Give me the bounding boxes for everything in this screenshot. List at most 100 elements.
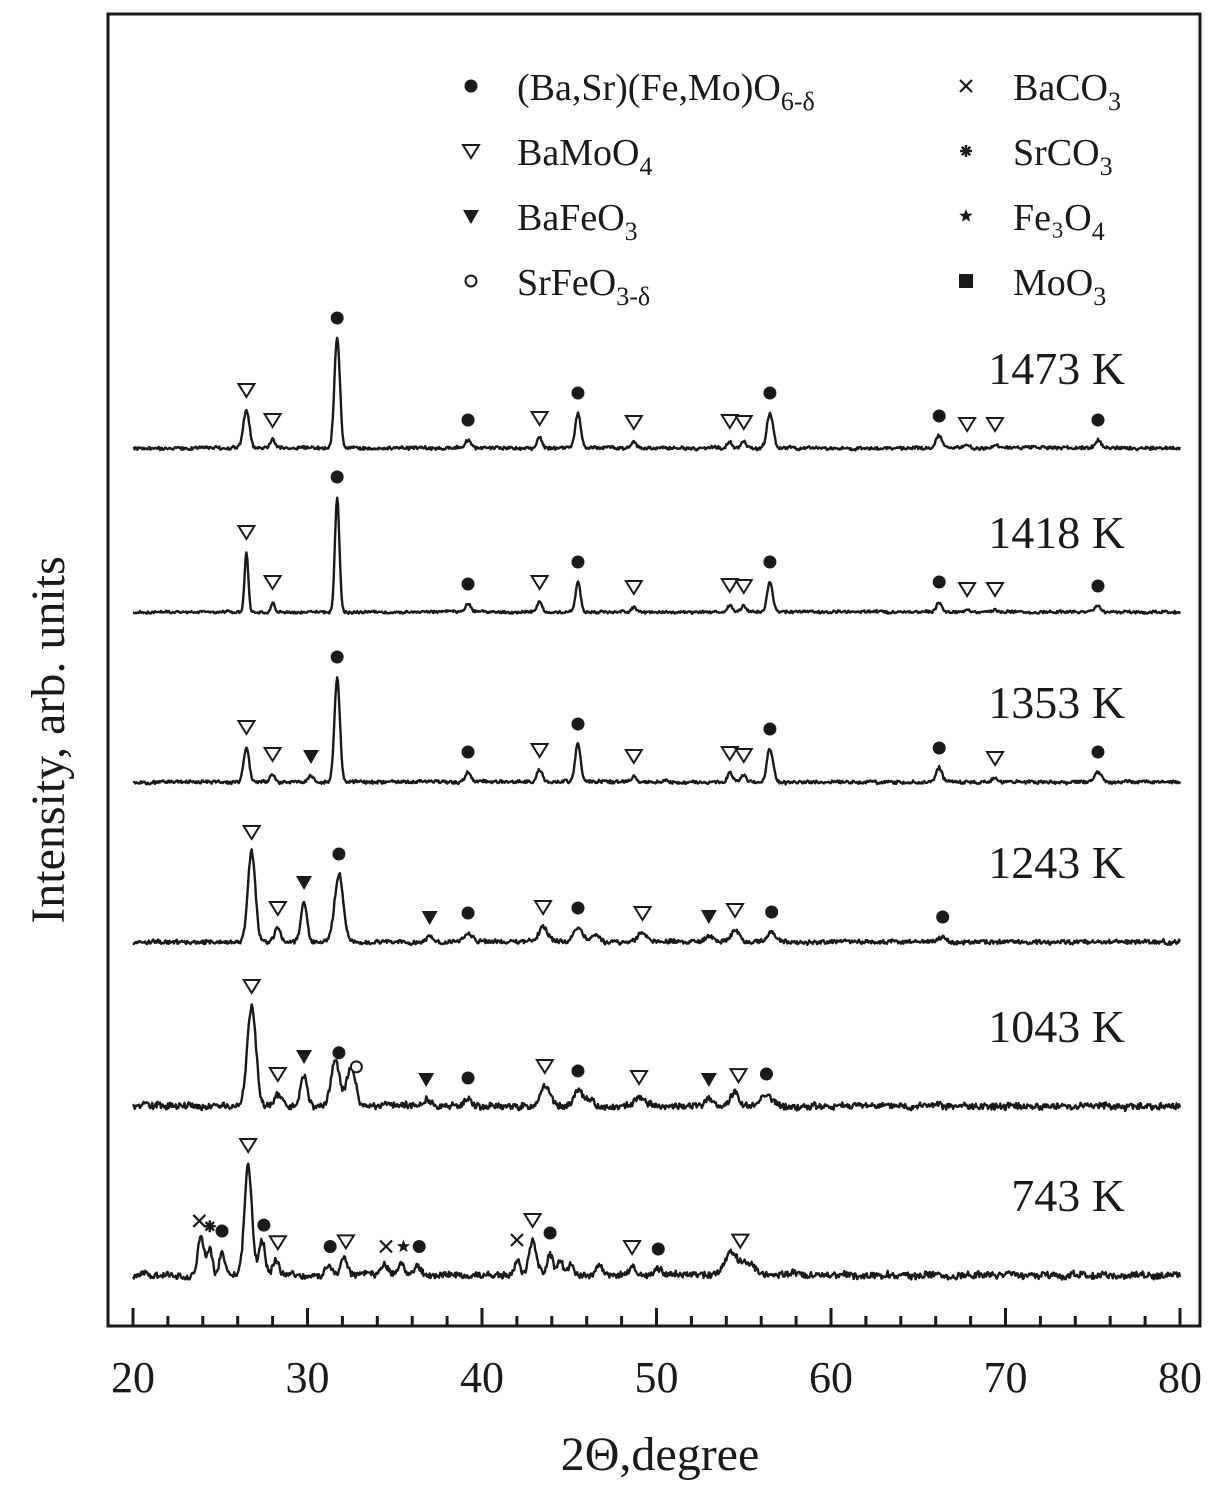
x-axis-ticks: 20 30 40 50 60 70 80 [111, 1308, 1202, 1402]
series-label: 1418 K [988, 507, 1125, 558]
peak-marker-circle [936, 910, 950, 924]
peak-marker-tri-open [985, 417, 1005, 433]
peak-marker-tri-open [236, 720, 257, 736]
peak-marker-cross [510, 1233, 524, 1247]
peak-marker-tri-open [241, 825, 262, 841]
peak-marker-circle [412, 1239, 426, 1253]
series-label: 743 K [1011, 1170, 1125, 1221]
peak-marker-tri-open [262, 413, 283, 429]
x-tick-label: 30 [286, 1353, 330, 1402]
peak-marker-tri-open [241, 979, 262, 995]
series-line [132, 848, 1182, 947]
x-tick-label: 50 [635, 1353, 679, 1402]
peak-marker-tri-open [268, 901, 288, 917]
peak-marker-star [396, 1239, 411, 1253]
peak-marker-circle [932, 741, 946, 755]
peak-marker-circle [461, 577, 475, 591]
plot-frame [106, 12, 1202, 1328]
peak-marker-circle [571, 386, 585, 400]
peak-marker-tri-open [529, 743, 550, 759]
peak-marker-tri-open [733, 748, 754, 764]
peak-marker-tri-open [624, 415, 644, 431]
peak-marker-cross [192, 1214, 207, 1228]
peak-marker-tri-open [985, 582, 1005, 598]
peak-marker-tri-open [236, 383, 257, 399]
legend-marker-filled-asterisk [960, 145, 972, 157]
peak-marker-tri-open [268, 1067, 288, 1083]
series-line [131, 1003, 1182, 1113]
peak-marker-circle [1091, 579, 1105, 593]
peak-marker-circle [1091, 413, 1105, 427]
legend-label: BaMoO4 [517, 132, 652, 181]
series-layer: 1473 K 1418 K 1353 K 1243 K 1043 K 743 K [131, 336, 1182, 1281]
peak-marker-tri-open [632, 906, 653, 922]
legend-label: SrFeO3-δ [517, 262, 650, 311]
peak-marker-tri-open [725, 903, 745, 919]
legend-marker-filled-square [959, 274, 973, 288]
peak-marker-tri-open [720, 746, 740, 762]
legend-label: (Ba,Sr)(Fe,Mo)O6-δ [517, 67, 815, 116]
x-axis-title: 2Θ,degree [561, 1428, 760, 1481]
legend: (Ba,Sr)(Fe,Mo)O6-δ BaCO3 BaMoO4 SrCO3 BaFeO3… [461, 67, 1121, 311]
peak-marker-tri-open [262, 575, 283, 591]
peak-marker-circle [763, 555, 777, 569]
legend-marker-filled-circle [464, 79, 478, 93]
peak-marker-tri-filled [700, 1073, 717, 1087]
peak-marker-tri-open [624, 580, 644, 596]
peak-marker-tri-open [985, 751, 1005, 767]
peak-marker-tri-open [733, 415, 754, 431]
peak-marker-tri-open [238, 1138, 258, 1154]
peak-marker-circle [543, 1226, 557, 1240]
x-tick-label: 40 [460, 1353, 504, 1402]
peak-marker-tri-open [720, 414, 740, 430]
x-tick-label: 60 [809, 1353, 853, 1402]
peak-marker-circle [332, 847, 346, 861]
peak-marker-circle [323, 1239, 337, 1253]
peak-marker-tri-filled [302, 750, 319, 764]
peak-marker-tri-open [622, 1240, 642, 1256]
peak-marker-circle [215, 1224, 229, 1238]
peak-marker-circle [571, 555, 585, 569]
peak-marker-circle [461, 745, 475, 759]
legend-marker-open-circle [464, 274, 478, 288]
peak-marker-circle [461, 906, 475, 920]
legend-marker-filled-star [959, 209, 973, 222]
peak-marker-tri-open [268, 1235, 288, 1252]
peak-marker-asterisk [203, 1220, 216, 1233]
x-tick-label: 80 [1158, 1353, 1202, 1402]
series-label: 1043 K [988, 1001, 1125, 1052]
peak-marker-tri-open [624, 749, 644, 765]
legend-marker-filled-triangle-down [463, 210, 479, 224]
series-line [132, 496, 1182, 615]
peak-marker-tri-open [730, 1233, 751, 1250]
peak-marker-tri-open [236, 525, 257, 541]
peak-marker-tri-open [733, 579, 754, 595]
legend-marker-cross [959, 79, 973, 93]
peak-marker-circle [932, 575, 946, 589]
peak-marker-circle [571, 717, 585, 731]
peak-marker-tri-open [533, 900, 553, 916]
peak-marker-circle [330, 650, 344, 664]
peak-marker-tri-filled [700, 910, 717, 924]
series-line [132, 336, 1182, 452]
peak-marker-circle [330, 311, 344, 325]
peak-marker-circle [461, 1071, 475, 1085]
series-label: 1473 K [988, 343, 1125, 394]
peak-marker-tri-filled [296, 876, 313, 890]
y-axis-title: Intensity, arb. units [22, 556, 75, 924]
peak-marker-circle [1091, 745, 1105, 759]
peak-marker-tri-open [522, 1213, 543, 1229]
peak-marker-circle [765, 905, 779, 919]
peak-marker-tri-filled [296, 1050, 313, 1064]
series-line [132, 676, 1182, 786]
peak-marker-tri-filled [418, 1073, 435, 1087]
peak-marker-tri-open [262, 747, 283, 763]
peak-marker-tri-open [535, 1059, 555, 1075]
peak-marker-circle [571, 901, 585, 915]
peak-marker-tri-open [336, 1234, 356, 1251]
series-label: 1243 K [988, 837, 1125, 888]
series-label: 1353 K [988, 677, 1125, 728]
legend-label: BaCO3 [1013, 67, 1121, 116]
peak-marker-circle [461, 413, 475, 427]
